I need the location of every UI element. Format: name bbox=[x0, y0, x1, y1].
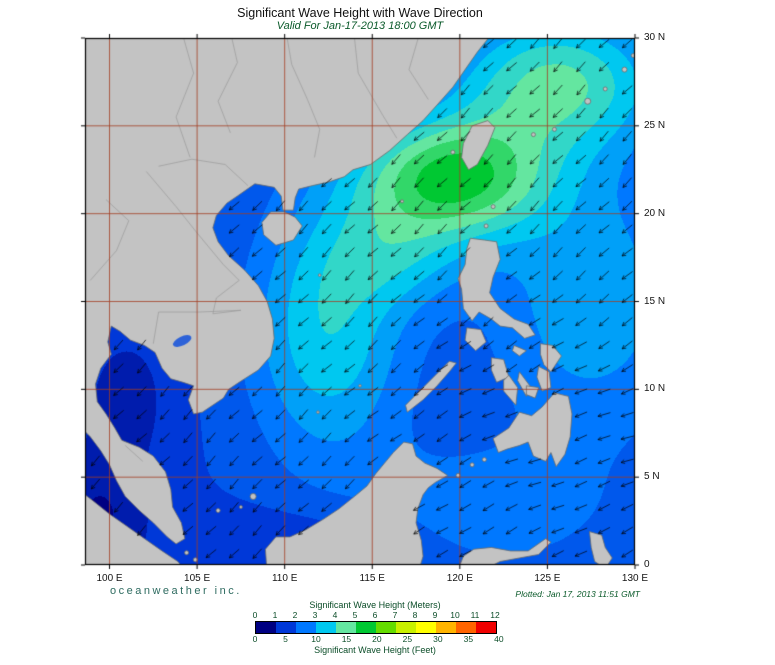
colorbar-segment bbox=[436, 622, 456, 633]
feet-tick-label: 10 bbox=[311, 634, 321, 644]
oceanweather-credit: oceanweather inc. bbox=[110, 585, 242, 597]
colorbar-segment bbox=[356, 622, 376, 633]
y-tick-label: 25 N bbox=[644, 119, 666, 131]
feet-tick-label: 20 bbox=[372, 634, 382, 644]
colorbar-segment bbox=[376, 622, 396, 633]
meters-tick-label: 11 bbox=[470, 610, 480, 620]
legend-feet-title: Significant Wave Height (Feet) bbox=[314, 645, 436, 655]
meters-tick-label: 2 bbox=[292, 610, 298, 620]
legend-meters-title: Significant Wave Height (Meters) bbox=[309, 600, 441, 610]
meters-tick-label: 10 bbox=[450, 610, 460, 620]
meters-tick-label: 3 bbox=[312, 610, 318, 620]
colorbar-segment bbox=[416, 622, 436, 633]
meters-tick-label: 9 bbox=[432, 610, 438, 620]
colorbar-segment bbox=[456, 622, 476, 633]
map-canvas bbox=[80, 33, 646, 573]
colorbar-segment bbox=[316, 622, 336, 633]
colorbar-segment bbox=[476, 622, 496, 633]
figure-title: Significant Wave Height with Wave Direct… bbox=[237, 6, 483, 20]
meters-tick-label: 6 bbox=[372, 610, 378, 620]
meters-tick-label: 4 bbox=[332, 610, 338, 620]
meters-tick-label: 8 bbox=[412, 610, 418, 620]
meters-tick-label: 7 bbox=[392, 610, 398, 620]
y-tick-label: 10 N bbox=[644, 383, 666, 395]
meters-tick-label: 5 bbox=[352, 610, 358, 620]
x-tick-label: 125 E bbox=[534, 573, 561, 584]
x-tick-label: 100 E bbox=[96, 573, 123, 584]
meters-tick-label: 0 bbox=[252, 610, 258, 620]
y-tick-label: 20 N bbox=[644, 207, 666, 219]
colorbar-segment bbox=[276, 622, 296, 633]
legend-colorbar bbox=[255, 621, 497, 634]
colorbar-segment bbox=[256, 622, 276, 633]
feet-tick-label: 25 bbox=[402, 634, 413, 644]
feet-tick-label: 30 bbox=[433, 634, 443, 644]
x-tick-label: 120 E bbox=[446, 573, 473, 584]
colorbar-segment bbox=[336, 622, 356, 633]
meters-tick-label: 12 bbox=[490, 610, 500, 620]
x-tick-label: 110 E bbox=[271, 573, 298, 584]
feet-tick-label: 40 bbox=[494, 634, 504, 644]
feet-tick-label: 5 bbox=[283, 634, 288, 644]
x-tick-label: 105 E bbox=[184, 573, 211, 584]
colorbar-segment bbox=[296, 622, 316, 633]
x-tick-label: 115 E bbox=[359, 573, 385, 584]
y-tick-label: 15 N bbox=[644, 295, 666, 307]
y-tick-label: 0 bbox=[644, 559, 650, 570]
y-tick-label: 30 N bbox=[644, 32, 666, 43]
figure-subtitle: Valid For Jan-17-2013 18:00 GMT bbox=[276, 20, 444, 32]
y-tick-label: 5 N bbox=[644, 471, 660, 483]
plotted-timestamp: Plotted: Jan 17, 2013 11:51 GMT bbox=[515, 589, 640, 599]
meters-tick-label: 1 bbox=[272, 610, 278, 620]
feet-tick-label: 15 bbox=[341, 634, 352, 644]
feet-tick-label: 0 bbox=[252, 634, 258, 644]
colorbar-segment bbox=[396, 622, 416, 633]
feet-tick-label: 35 bbox=[463, 634, 474, 644]
x-tick-label: 130 E bbox=[621, 573, 649, 584]
